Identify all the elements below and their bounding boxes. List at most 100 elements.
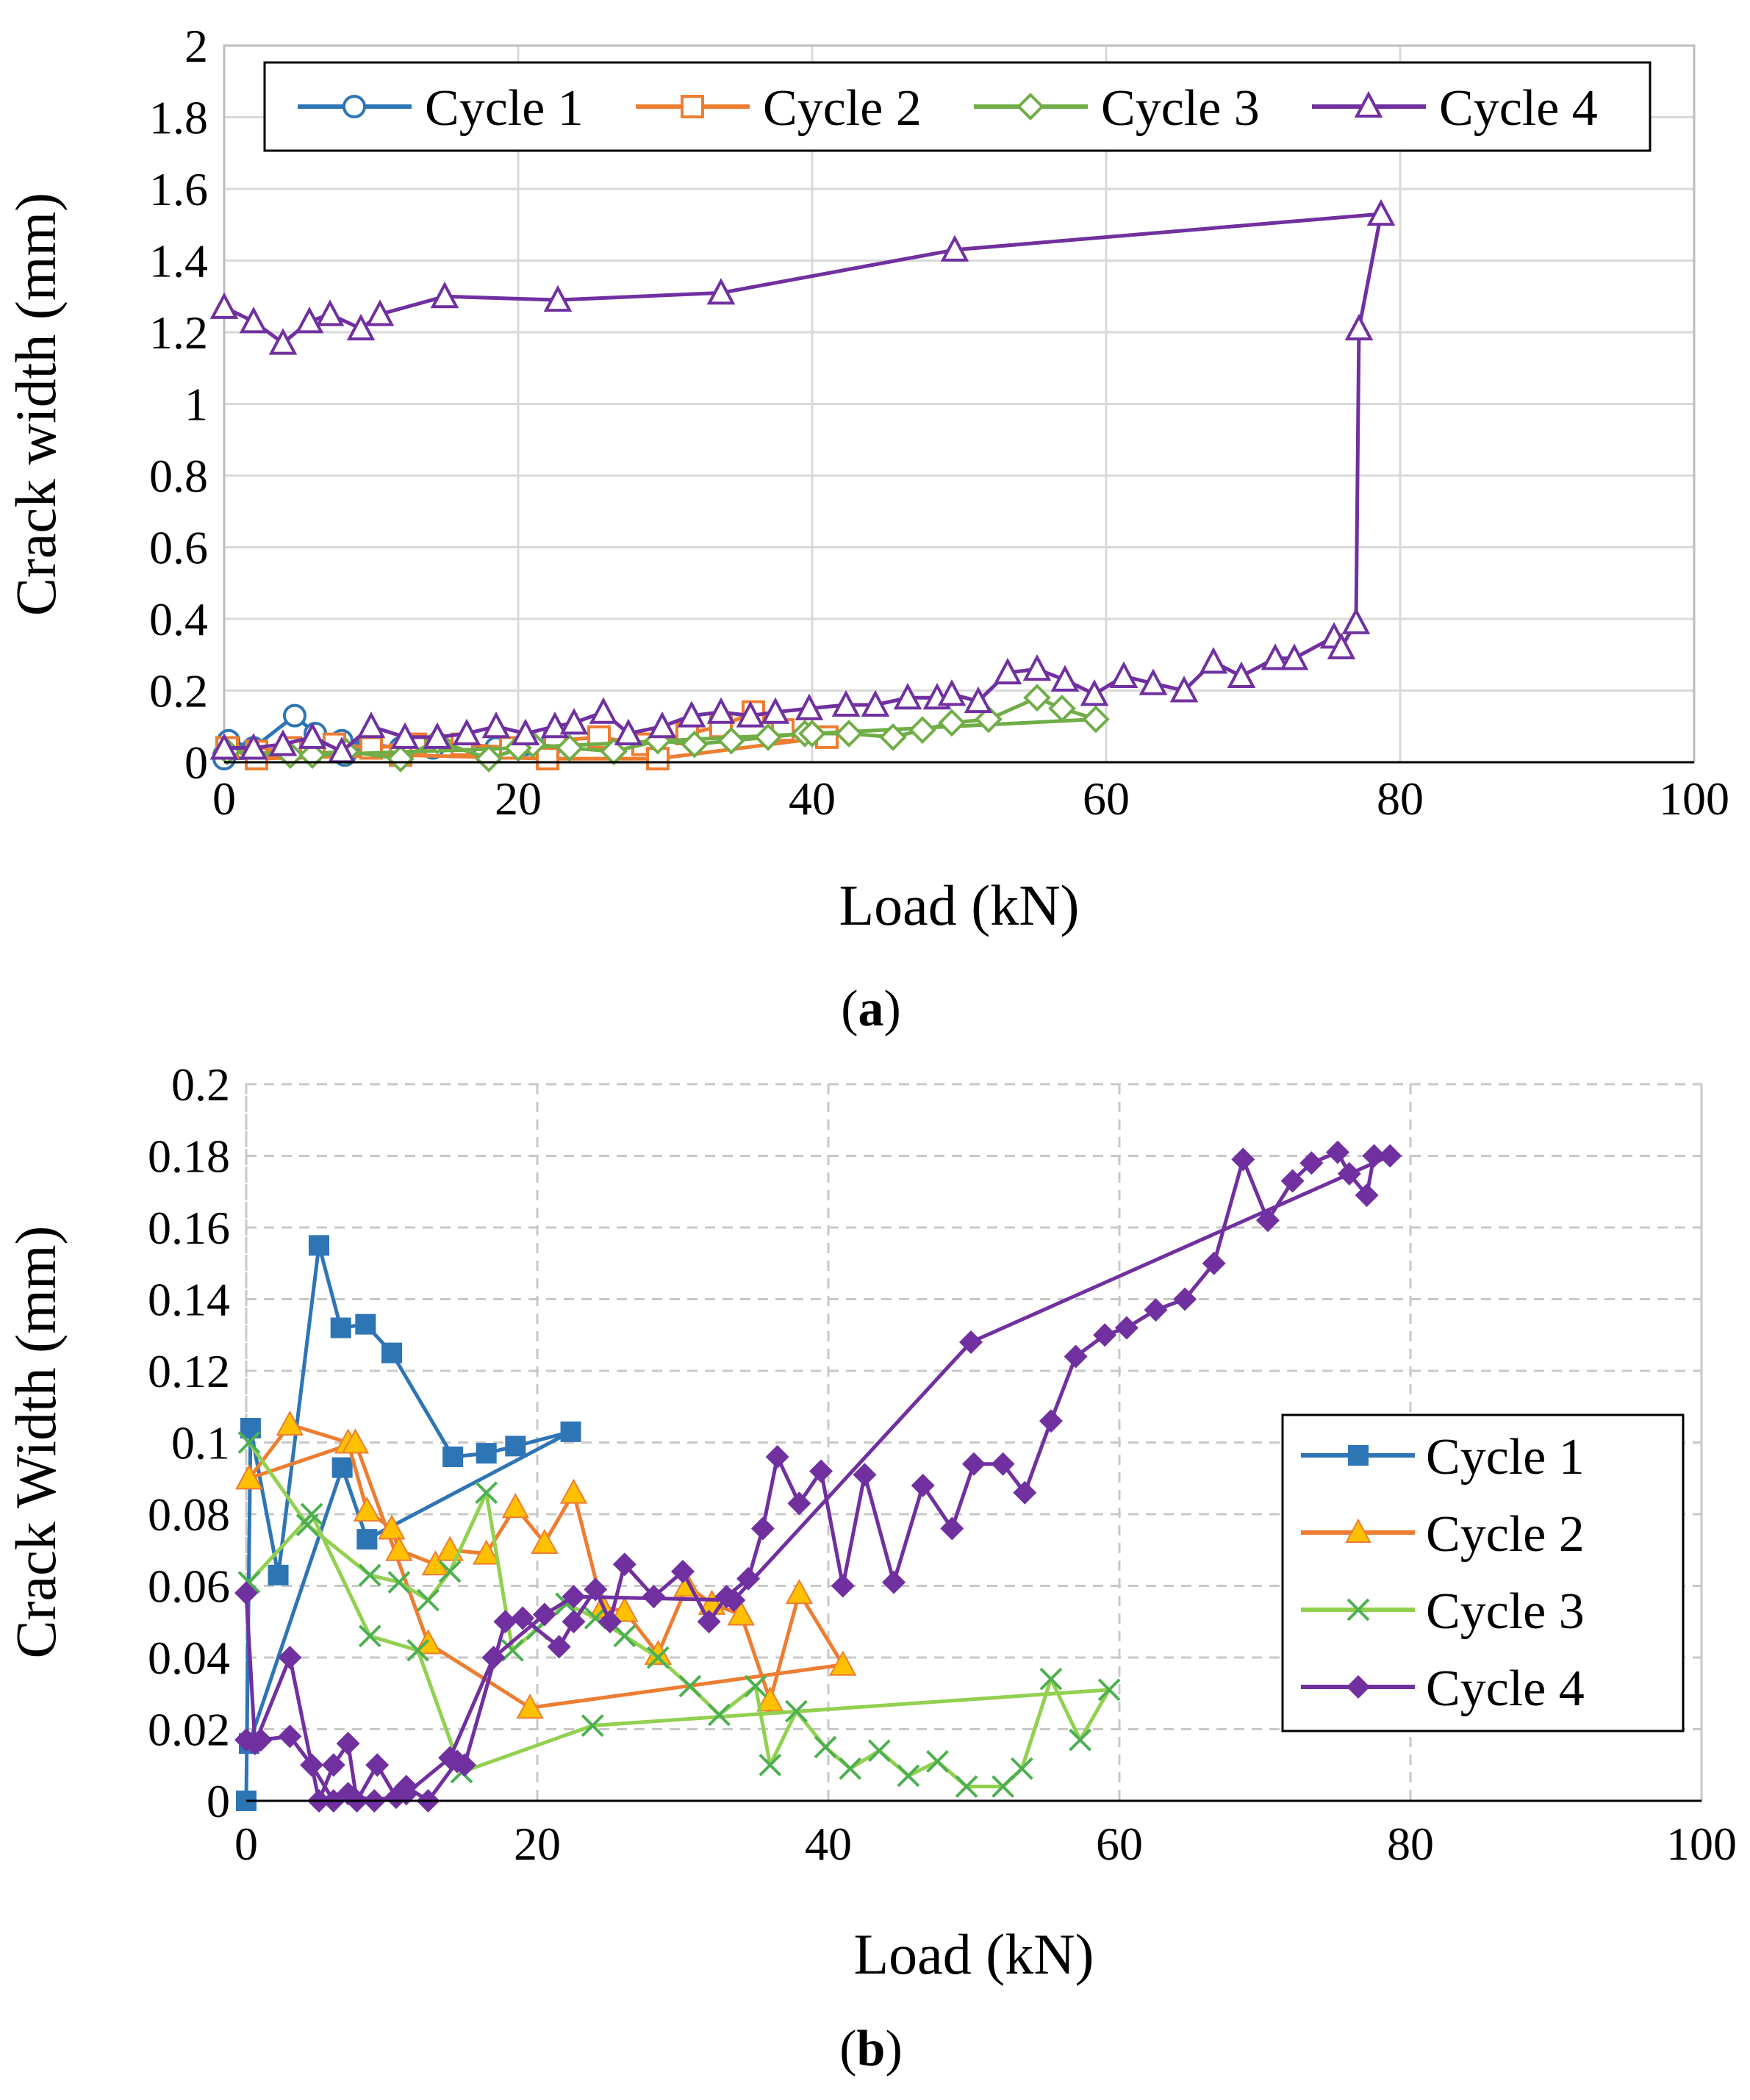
panel-a-series-cycle-3-point-12 [754, 723, 782, 751]
panel-b-caption: (b) [839, 2021, 903, 2077]
panel-b-y-tick-0: 0 [207, 1775, 230, 1827]
panel-a-series-cycle-4-point-39 [1327, 632, 1356, 659]
panel-b-series-cycle-2-point-24 [235, 1464, 263, 1490]
panel-b-y-tick-6: 0.12 [148, 1345, 230, 1397]
panel-a-series-cycle-2-point-17 [536, 747, 559, 771]
panel-a-series-cycle-4-point-29 [1050, 664, 1080, 692]
panel-a-series-cycle-4-point-18 [736, 700, 765, 728]
panel-b-series-cycle-4-point-13 [493, 1610, 517, 1634]
panel-b-series-cycle-4-point-2 [278, 1646, 302, 1669]
panel-a-y-tick-8: 1.6 [149, 163, 208, 215]
panel-a-y-tick-6: 1.2 [149, 307, 208, 359]
panel-a-series-cycle-3-point-17 [938, 709, 966, 737]
panel-a-x-tick-4: 80 [1377, 773, 1424, 825]
panel-b-series-cycle-4-point-24 [736, 1566, 761, 1591]
panel-b-series-cycle-4-point-57 [481, 1646, 506, 1669]
panel-a-series-cycle-4-point-2 [268, 729, 298, 756]
panel-b-x-tick-labels: 0 20 40 60 80 100 [234, 1818, 1737, 1870]
panel-b-series-cycle-3-point-21 [897, 1764, 920, 1788]
panel-b-series-cycle-4-point-14 [511, 1606, 535, 1630]
panel-b-legend-box [1281, 1413, 1685, 1732]
panel-a-series-cycle-4-point-46 [430, 282, 459, 309]
panel-b-y-tick-8: 0.16 [148, 1202, 230, 1254]
panel-b-series-cycle-4-point-51 [1362, 1144, 1386, 1168]
panel-b-x-tick-0: 0 [234, 1818, 258, 1870]
panel-a-series-cycle-4-point-47 [365, 299, 395, 326]
panel-a-y-tick-4: 0.8 [149, 450, 208, 502]
panel-a-series-cycle-4-point-23 [893, 683, 922, 710]
panel-b-series-cycle-3-point-31 [406, 1638, 430, 1662]
panel-a-x-tick-labels: 0 20 40 60 80 100 [212, 773, 1729, 825]
panel-a-series-cycle-4-point-5 [356, 712, 386, 739]
panel-a-series-cycle-4-point-33 [1169, 675, 1199, 703]
panel-b-caption-letter: b [857, 2021, 886, 2077]
legend-b-cycle-4: Cycle 4 [1301, 1660, 1585, 1717]
panel-b-series-cycle-4-point-28 [809, 1459, 833, 1483]
panel-a-series-cycle-3-point-7 [556, 734, 584, 762]
panel-b-series-cycle-3-point-32 [358, 1624, 381, 1648]
panel-a-y-tick-1: 0.2 [149, 665, 208, 717]
panel-a-series-cycle-1-point-3 [283, 703, 306, 728]
panel-b-series-cycle-4-point-32 [911, 1474, 935, 1497]
panel-b-series-cycle-3-point-13 [678, 1674, 702, 1698]
panel-a-series-cycle-3-point-10 [681, 730, 709, 759]
panel-b-series-cycle-4-point-56 [532, 1602, 556, 1627]
panel-b-series-cycle-4-point-45 [1255, 1208, 1280, 1233]
panel-a-series-cycle-4-point-20 [795, 693, 824, 720]
legend-a-cycle-3-label: Cycle 3 [1101, 80, 1260, 137]
panel-b-series-cycle-3-point-28 [1097, 1678, 1121, 1702]
panel-b-series-cycle-2-point-23 [341, 1428, 370, 1454]
panel-b-y-tick-1: 0.02 [148, 1704, 230, 1756]
legend-a-cycle-4: Cycle 4 [1312, 80, 1598, 137]
panel-b-series-cycle-2-point-21 [516, 1694, 544, 1719]
panel-a-series-cycle-3-point-24 [298, 741, 326, 770]
panel-b-series-cycle-4-point-65 [248, 1728, 273, 1752]
panel-a-x-tick-2: 40 [789, 773, 836, 825]
panel-b-series-cycle-4-point-66 [234, 1728, 258, 1752]
panel-a-x-tick-3: 60 [1083, 773, 1130, 825]
legend-a-cycle-4-marker [1354, 90, 1383, 118]
panel-b-series-cycle-4-point-30 [853, 1463, 877, 1487]
legend-b-cycle-1-label: Cycle 1 [1426, 1429, 1585, 1486]
panel-b-series-cycle-4-point-40 [1114, 1316, 1138, 1340]
panel-b-series-cycle-4-point-49 [1337, 1161, 1361, 1186]
panel-a-series-cycle-4-point-27 [993, 657, 1022, 685]
panel-b-series-cycle-1-point-5 [355, 1314, 376, 1335]
panel-b-series-cycle-1-line [244, 1243, 573, 1802]
panel-a-series-cycle-4-point-14 [614, 718, 643, 745]
panel-b-series-cycle-4-point-16 [562, 1610, 586, 1634]
panel-a-series-cycle-3-point-20 [1048, 695, 1076, 723]
panel-b-series-cycle-4-point-7 [365, 1753, 390, 1777]
panel-b-series-cycle-4-point-21 [671, 1560, 695, 1583]
legend-a-cycle-1-label: Cycle 1 [425, 80, 584, 137]
panel-b-series-cycle-3-point-12 [646, 1646, 670, 1669]
panel-b-legend: Cycle 1 Cycle 2 Cycle 3 Cycle 4 [1281, 1413, 1685, 1732]
panel-b-series-cycle-1-point-8 [476, 1443, 497, 1464]
panel-b-series-cycle-1-point-2 [268, 1564, 289, 1585]
panel-b-x-tick-1: 20 [514, 1818, 561, 1870]
legend-b-cycle-3-marker [1346, 1598, 1370, 1621]
panel-b-series-cycle-3-point-4 [417, 1588, 440, 1612]
panel-b-series-cycle-4-point-44 [1231, 1147, 1255, 1172]
panel-b-series-cycle-3-point-6 [475, 1481, 498, 1505]
panel-b-series-cycle-2-point-1 [276, 1411, 304, 1436]
panel-b-series-cycle-4-point-20 [642, 1585, 666, 1609]
panel-b-series-cycle-1-point-9 [505, 1436, 526, 1457]
panel-b-x-tick-2: 40 [805, 1818, 852, 1870]
panel-a-series-cycle-4-point-10 [511, 718, 540, 745]
panel-b-series-cycle-3-point-7 [501, 1638, 524, 1662]
panel-b-series-cycle-2-point-13 [611, 1596, 639, 1622]
panel-a-x-tick-1: 20 [495, 773, 542, 825]
panel-a-series-cycle-4-point-3 [298, 722, 327, 749]
panel-b-series-cycle-3-point-22 [926, 1749, 949, 1773]
panel-a-series-cycle-4-point-25 [937, 679, 967, 706]
panel-a-series-cycle-4-point-17 [706, 697, 736, 724]
panel-a-series-cycle-4-point-9 [481, 712, 511, 739]
panel-b-series-cycle-4-point-18 [598, 1610, 622, 1634]
panel-b-series-cycle-2-point-19 [785, 1579, 814, 1605]
panel-a-series-cycle-4-point-35 [1227, 661, 1256, 688]
panel-b-series-cycle-4-point-36 [1013, 1480, 1037, 1505]
panel-b-series-cycle-2-point-3 [353, 1497, 381, 1522]
panel-a-caption: (a) [841, 981, 901, 1037]
